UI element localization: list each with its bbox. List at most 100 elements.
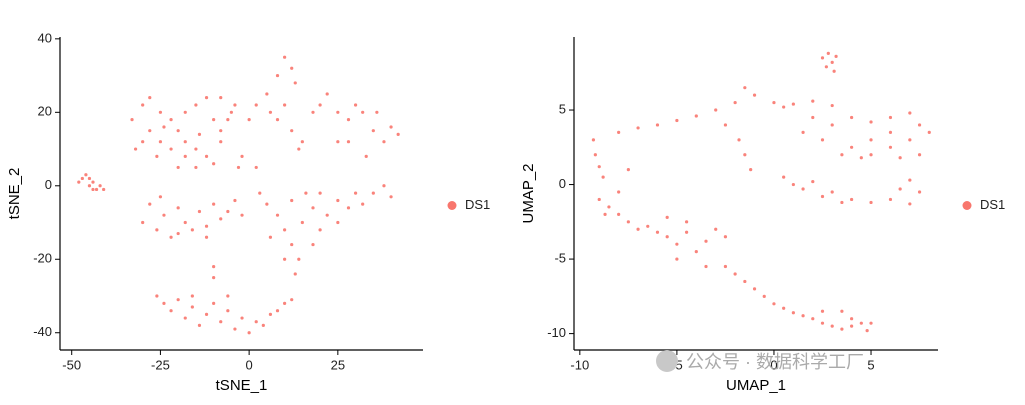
point: [626, 168, 630, 172]
point: [176, 206, 180, 210]
point: [212, 301, 216, 305]
point: [743, 86, 747, 90]
point: [830, 60, 834, 64]
point: [840, 327, 844, 331]
point: [820, 56, 825, 60]
x-tick-label: 0: [770, 357, 777, 372]
point: [704, 264, 708, 269]
point: [353, 191, 358, 195]
point: [917, 153, 922, 157]
point: [169, 147, 173, 151]
point: [300, 220, 304, 225]
point: [646, 224, 650, 228]
point: [158, 140, 163, 144]
point: [597, 165, 601, 169]
point: [675, 242, 679, 246]
point: [158, 195, 163, 199]
point: [737, 138, 741, 142]
point: [772, 302, 776, 306]
point: [226, 118, 230, 122]
point: [826, 51, 830, 55]
point: [87, 184, 92, 188]
point: [850, 197, 854, 202]
point: [820, 321, 825, 325]
point: [233, 198, 237, 203]
point: [389, 125, 393, 129]
point: [258, 191, 262, 195]
point: [830, 103, 834, 108]
point: [102, 187, 106, 192]
y-axis-title: tSNE_2: [6, 168, 23, 220]
point: [155, 228, 159, 232]
watermark-text: 公众号 · 数据科学工厂: [686, 352, 864, 372]
x-tick-label: -25: [151, 357, 170, 372]
point: [723, 235, 728, 239]
y-tick-label: 40: [38, 30, 52, 45]
x-tick-label: -50: [62, 357, 81, 372]
point: [801, 187, 805, 191]
point: [176, 298, 180, 302]
point: [290, 198, 294, 203]
point: [888, 197, 893, 202]
point: [752, 93, 757, 97]
point: [297, 257, 301, 261]
point: [869, 200, 873, 205]
point: [336, 220, 340, 225]
point: [240, 316, 244, 320]
point: [675, 257, 679, 261]
point: [869, 153, 873, 157]
point: [183, 154, 187, 158]
point: [293, 272, 297, 276]
point: [212, 162, 216, 166]
point: [617, 130, 621, 134]
point: [591, 138, 596, 142]
point: [603, 212, 607, 216]
point: [311, 110, 315, 114]
y-tick-label: 5: [559, 101, 566, 116]
point: [233, 103, 237, 107]
x-axis-title: UMAP_1: [726, 377, 786, 394]
point: [290, 298, 294, 302]
point: [283, 103, 287, 107]
point: [268, 110, 273, 114]
point: [197, 209, 202, 214]
point: [336, 110, 340, 114]
point: [212, 276, 216, 280]
point: [183, 110, 187, 114]
point: [197, 323, 202, 327]
point: [908, 178, 912, 182]
point: [824, 65, 828, 69]
point: [219, 217, 223, 221]
watermark: 公众号 · 数据科学工厂: [656, 350, 864, 372]
point: [830, 123, 834, 127]
point: [290, 242, 294, 247]
point: [917, 123, 922, 127]
point: [325, 92, 329, 96]
point: [714, 108, 718, 112]
point: [194, 165, 198, 170]
point: [396, 132, 400, 136]
point: [801, 130, 805, 134]
point: [752, 287, 757, 291]
point: [141, 220, 145, 225]
point: [743, 153, 747, 157]
point: [318, 103, 322, 107]
point: [684, 230, 689, 234]
point: [176, 129, 180, 133]
point: [908, 111, 912, 115]
point: [684, 220, 689, 224]
point: [801, 314, 805, 318]
point: [254, 320, 258, 324]
point: [694, 114, 698, 118]
point: [820, 138, 825, 142]
point: [336, 140, 340, 144]
point: [850, 145, 854, 149]
point: [617, 190, 621, 194]
point: [820, 309, 825, 313]
point: [908, 202, 912, 206]
point: [655, 123, 660, 127]
point: [261, 323, 265, 327]
point: [888, 115, 893, 120]
